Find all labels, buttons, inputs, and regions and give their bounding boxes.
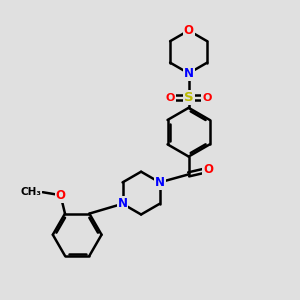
Text: S: S	[184, 91, 194, 104]
Text: N: N	[154, 176, 165, 189]
Text: O: O	[202, 93, 212, 103]
Text: N: N	[118, 197, 128, 210]
Text: N: N	[184, 67, 194, 80]
Text: O: O	[56, 189, 65, 202]
Text: O: O	[203, 164, 213, 176]
Text: O: O	[184, 24, 194, 37]
Text: O: O	[166, 93, 175, 103]
Text: CH₃: CH₃	[20, 187, 41, 197]
